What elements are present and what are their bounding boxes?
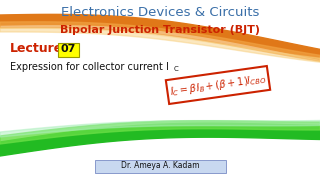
Text: $I_C = \beta I_B + (\beta + 1)I_{CBO}$: $I_C = \beta I_B + (\beta + 1)I_{CBO}$ — [169, 71, 267, 99]
Text: Expression for collector current I: Expression for collector current I — [10, 62, 169, 72]
Text: Dr. Ameya A. Kadam: Dr. Ameya A. Kadam — [121, 161, 199, 170]
Text: Electronics Devices & Circuits: Electronics Devices & Circuits — [61, 6, 259, 19]
FancyBboxPatch shape — [166, 66, 270, 104]
Text: Bipolar Junction Transistor (BJT): Bipolar Junction Transistor (BJT) — [60, 25, 260, 35]
Text: Lecture: Lecture — [10, 42, 63, 55]
FancyBboxPatch shape — [58, 42, 78, 57]
Text: 07: 07 — [60, 44, 76, 55]
FancyBboxPatch shape — [94, 159, 226, 172]
Text: C: C — [174, 66, 179, 72]
